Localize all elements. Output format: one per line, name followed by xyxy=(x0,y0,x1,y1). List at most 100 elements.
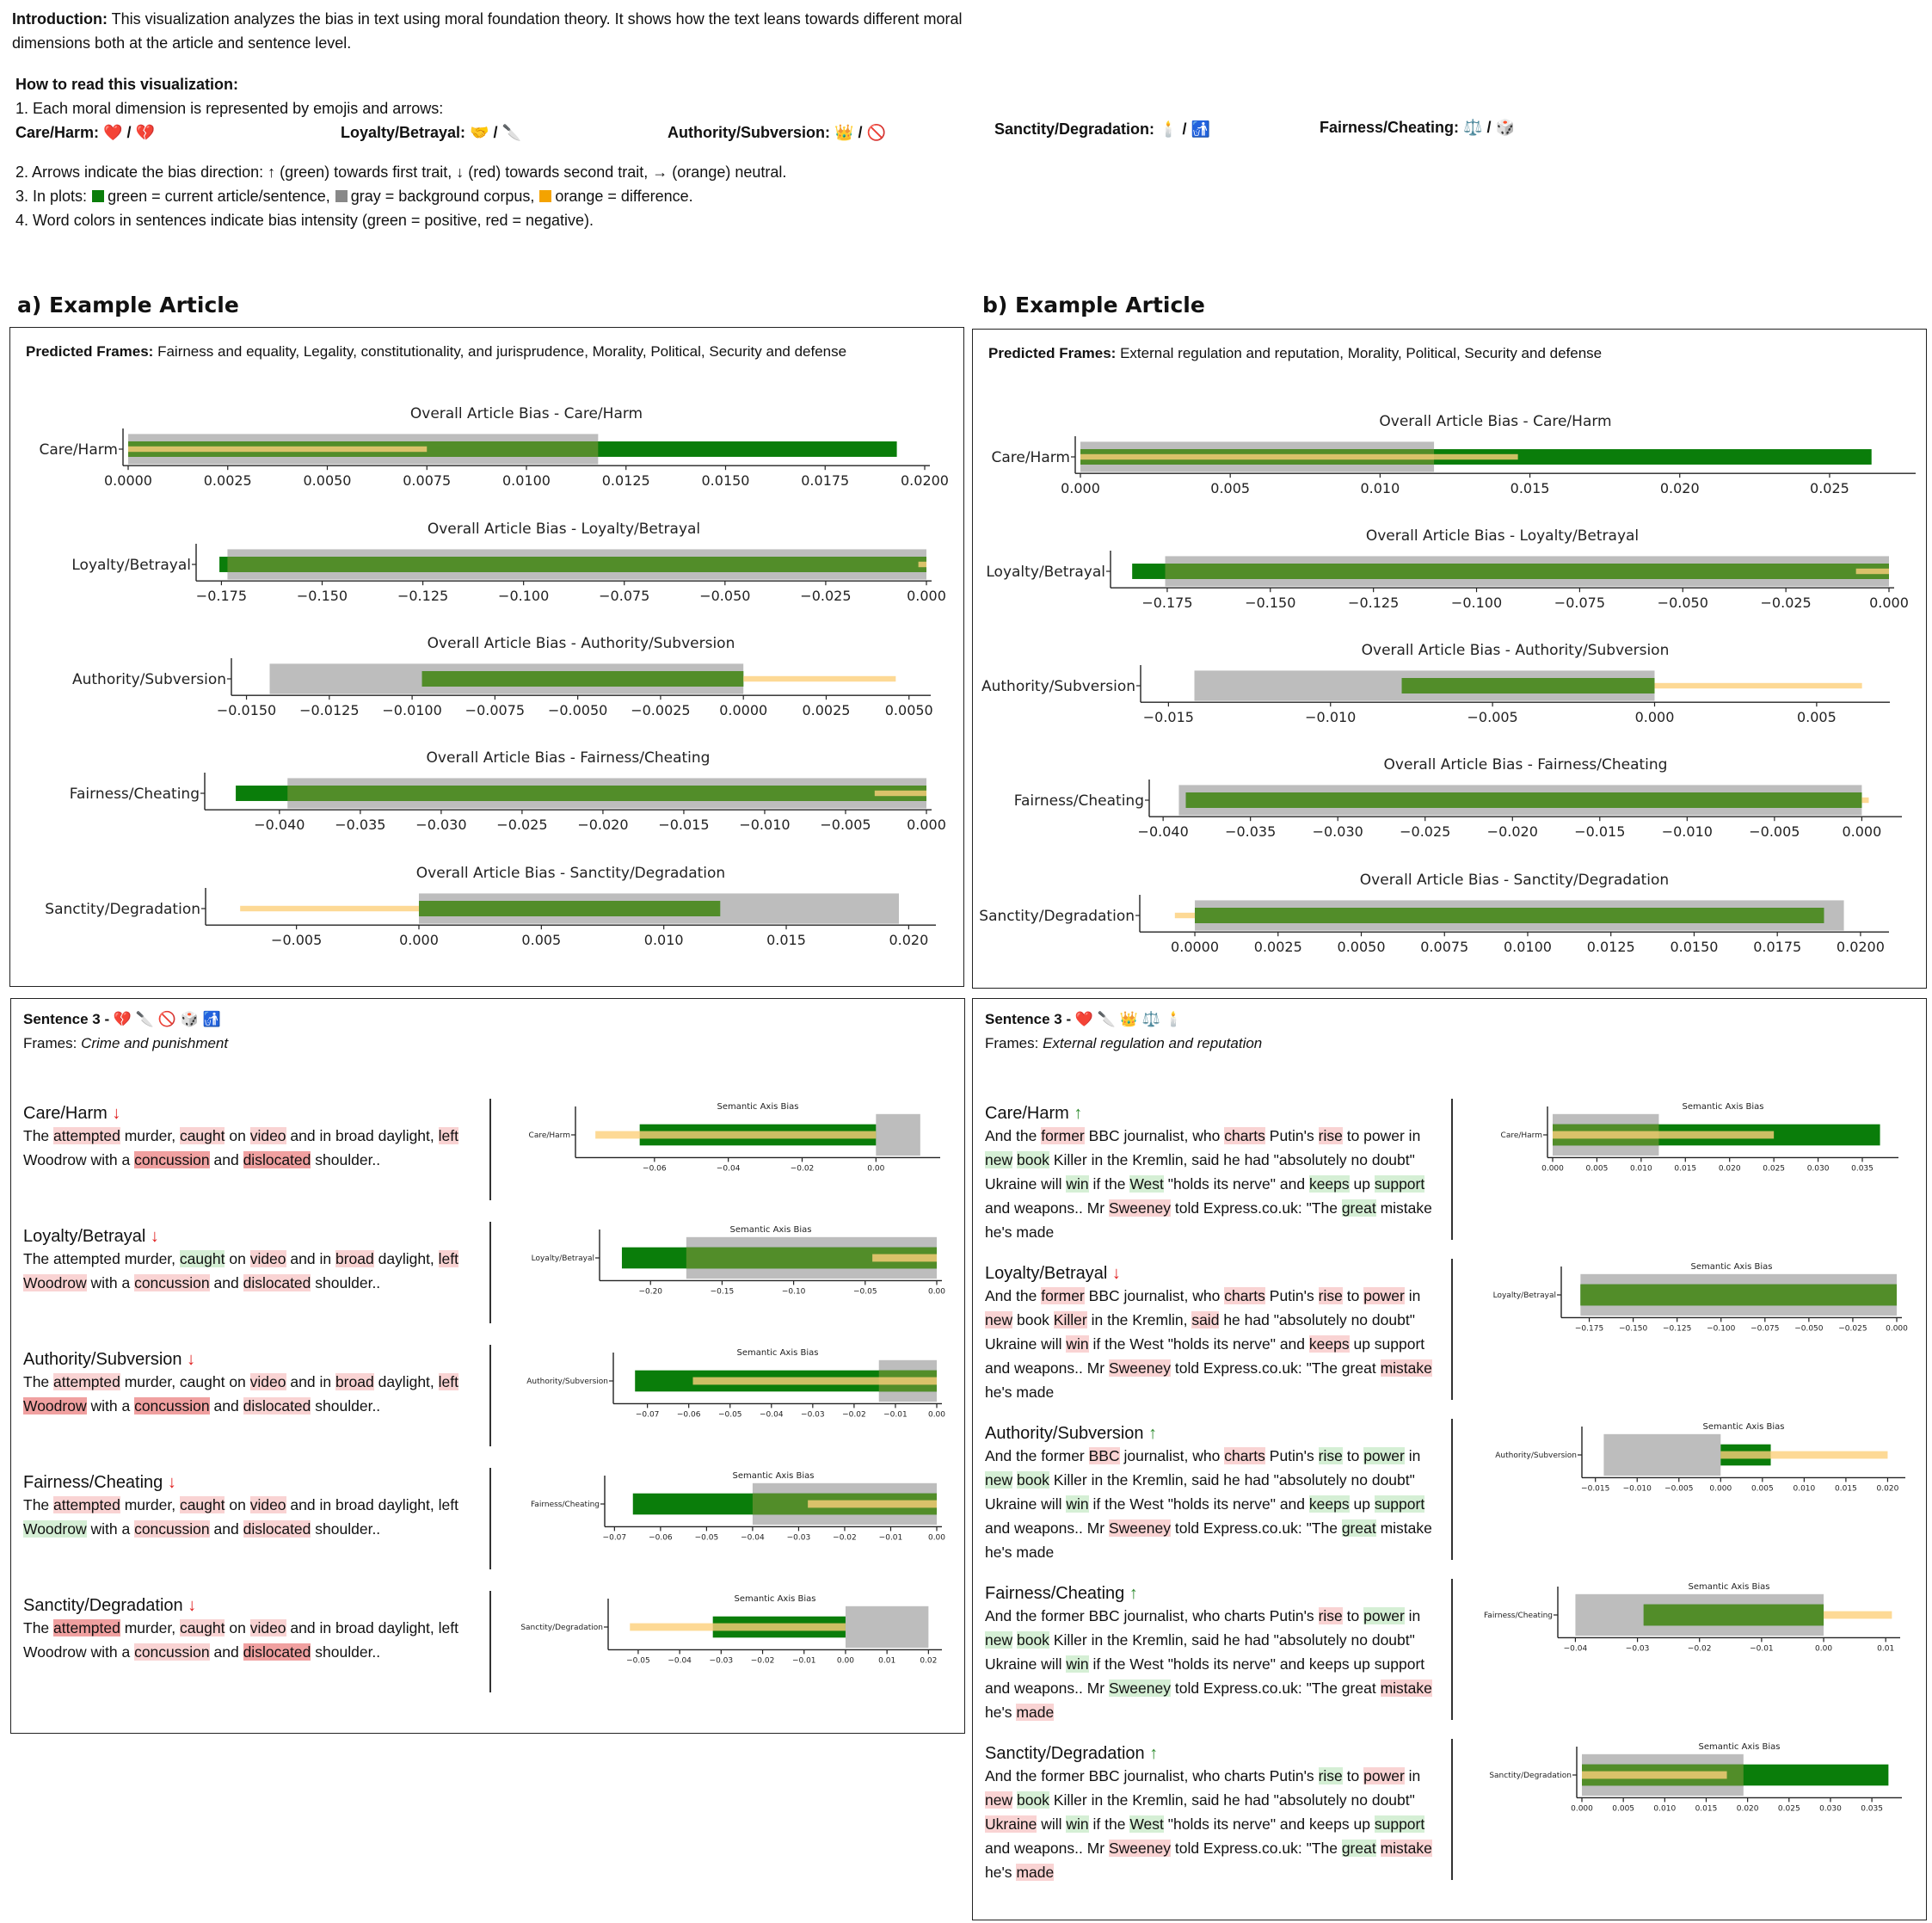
tick-label: −0.0100 xyxy=(382,702,441,718)
highlighted-word: West xyxy=(1129,1175,1164,1193)
tick-label: −0.075 xyxy=(1554,595,1605,611)
tick-label: 0.020 xyxy=(1660,480,1700,496)
plain-text: and weapons.. Mr xyxy=(985,1519,1105,1537)
sentence-text: And the former BBC journalist, who chart… xyxy=(985,1604,1449,1724)
tick-label: −0.04 xyxy=(760,1410,784,1419)
tick-label: 0.00 xyxy=(837,1656,854,1665)
plain-text: "holds its nerve" and keeps up xyxy=(1167,1815,1370,1833)
highlighted-word: rise xyxy=(1318,1767,1343,1784)
tick-label: 0.0175 xyxy=(1753,939,1801,955)
highlighted-word: book xyxy=(1016,1151,1049,1168)
category-label: Sanctity/Degradation xyxy=(520,1624,603,1632)
plain-text: and in broad daylight, left Woodrow with… xyxy=(23,1619,458,1661)
highlighted-word: concussion xyxy=(134,1274,210,1291)
fairness-emoji-icon: ⚖️ / 🎲 xyxy=(1463,119,1515,136)
tick-label: −0.02 xyxy=(751,1656,775,1665)
sanctity-emoji-icon: 🕯️ / 🚮 xyxy=(1159,120,1210,138)
panel-b-sentence-frames: Frames: External regulation and reputati… xyxy=(985,1035,1263,1051)
difference-bar xyxy=(1174,912,1196,919)
tick-label: 0.035 xyxy=(1851,1164,1874,1173)
tick-label: 0.0075 xyxy=(1420,939,1468,955)
plain-text: Killer in the Kremlin, said he had "abso… xyxy=(985,1151,1415,1193)
plain-text: up xyxy=(1353,1495,1370,1513)
tick-label: −0.05 xyxy=(853,1287,877,1296)
tick-label: −0.020 xyxy=(577,817,628,833)
category-label: Authority/Subversion xyxy=(526,1378,608,1386)
tick-label: 0.025 xyxy=(1778,1804,1800,1813)
sentence-dimension-row: Sanctity/Degradation ↓ The attempted murd… xyxy=(23,1596,488,1664)
plain-text: with a xyxy=(90,1397,131,1415)
tick-label: −0.15 xyxy=(711,1287,735,1296)
background-bar xyxy=(845,1606,929,1649)
plain-text: and in broad daylight, xyxy=(290,1127,434,1144)
plain-text: if the West "holds its nerve" and xyxy=(1092,1495,1306,1513)
plain-text: The attempted murder, xyxy=(23,1250,176,1267)
bias-chart-a4: Overall Article Bias - Sanctity/Degradat… xyxy=(45,865,936,948)
plain-text: murder, xyxy=(124,1619,176,1636)
tick-label: −0.04 xyxy=(1564,1644,1588,1653)
plain-text: murder, xyxy=(124,1496,176,1513)
bias-chart-a2: Overall Article Bias - Authority/Subvers… xyxy=(72,635,933,718)
plain-text: told Express.co.uk: "The xyxy=(1174,1199,1338,1217)
arrow-up-icon: ↑ xyxy=(1148,1424,1158,1443)
difference-bar xyxy=(595,1131,877,1139)
plain-text: if the xyxy=(1092,1175,1126,1193)
difference-bar xyxy=(240,905,419,912)
highlighted-word: Sweeney xyxy=(1108,1519,1171,1537)
plain-text: to xyxy=(1346,1447,1360,1464)
divider xyxy=(1451,1099,1453,1240)
tick-label: −0.100 xyxy=(498,588,549,604)
difference-bar xyxy=(1855,568,1889,575)
plain-text: Killer in the Kremlin, said he had "abso… xyxy=(1053,1791,1415,1809)
difference-bar xyxy=(872,1254,937,1262)
tick-label: 0.015 xyxy=(1835,1484,1857,1493)
plain-text: to xyxy=(1346,1287,1360,1304)
bias-chart-sa4: Semantic Axis Bias Sanctity/Degradation −0… xyxy=(520,1594,942,1665)
tick-label: 0.035 xyxy=(1861,1804,1883,1813)
tick-label: −0.100 xyxy=(1707,1324,1736,1333)
sentence-bias-chart: Semantic Axis Bias Authority/Subversion −0… xyxy=(526,1348,945,1419)
plain-text: and xyxy=(213,1397,239,1415)
plain-text: on xyxy=(229,1127,246,1144)
tick-label: 0.000 xyxy=(1061,480,1100,496)
chart-title: Overall Article Bias - Care/Harm xyxy=(1379,413,1611,430)
chart-title: Semantic Axis Bias xyxy=(1689,1582,1770,1592)
dimension-heading: Fairness/Cheating ↓ xyxy=(23,1473,176,1492)
tick-label: 0.015 xyxy=(1674,1164,1696,1173)
sentence-bias-chart: Semantic Axis Bias Care/Harm 0.000 0.005 0.0… xyxy=(1501,1102,1898,1173)
tick-label: 0.000 xyxy=(1842,823,1881,840)
plain-text: Woodrow with a xyxy=(23,1151,131,1168)
dimension-heading: Authority/Subversion ↓ xyxy=(23,1350,196,1369)
bias-chart-sa3: Semantic Axis Bias Fairness/Cheating −0.07… xyxy=(531,1471,945,1542)
highlighted-word: new xyxy=(985,1791,1013,1809)
sentence-dimension-row: Fairness/Cheating ↓ The attempted murder,… xyxy=(23,1473,488,1541)
tick-label: −0.030 xyxy=(1313,823,1363,840)
highlighted-word: mistake xyxy=(1380,1680,1432,1697)
plain-text: and in xyxy=(290,1250,332,1267)
panel-b-sentence-box: Sentence 3 - ❤️ 🔪 👑 ⚖️ 🕯️ Frames: Extern… xyxy=(972,998,1927,1920)
bias-chart-b0: Overall Article Bias - Care/Harm Care/Har… xyxy=(991,413,1916,496)
panel-b-frames: Predicted Frames: External regulation an… xyxy=(988,345,1603,361)
highlighted-word: broad xyxy=(335,1250,374,1267)
tick-label: 0.0100 xyxy=(1504,939,1552,955)
plain-text: "holds its nerve" and xyxy=(1167,1175,1306,1193)
introduction: Introduction: This visualization analyze… xyxy=(12,7,967,55)
chart-title: Semantic Axis Bias xyxy=(1699,1742,1781,1752)
highlighted-word: attempted xyxy=(53,1619,120,1636)
tick-label: 0.005 xyxy=(521,932,561,948)
dimension-heading: Loyalty/Betrayal ↓ xyxy=(23,1227,159,1246)
highlighted-word: rise xyxy=(1318,1607,1343,1624)
dimension-heading: Sanctity/Degradation ↓ xyxy=(23,1596,197,1615)
plain-text: in the Kremlin, xyxy=(1091,1311,1188,1328)
plain-text: on xyxy=(229,1619,246,1636)
tick-label: −0.01 xyxy=(883,1410,908,1419)
plain-text: daylight, xyxy=(378,1373,434,1390)
overlap-bar xyxy=(1643,1604,1824,1626)
difference-bar xyxy=(1861,797,1869,804)
tick-label: −0.025 xyxy=(800,588,851,604)
plain-text: up support and weapons.. Mr xyxy=(985,1335,1425,1377)
category-label: Sanctity/Degradation xyxy=(979,908,1135,925)
tick-label: −0.150 xyxy=(1245,595,1295,611)
bias-chart-sb3: Semantic Axis Bias Fairness/Cheating −0.04… xyxy=(1484,1582,1900,1653)
intro-text: This visualization analyzes the bias in … xyxy=(12,10,963,52)
